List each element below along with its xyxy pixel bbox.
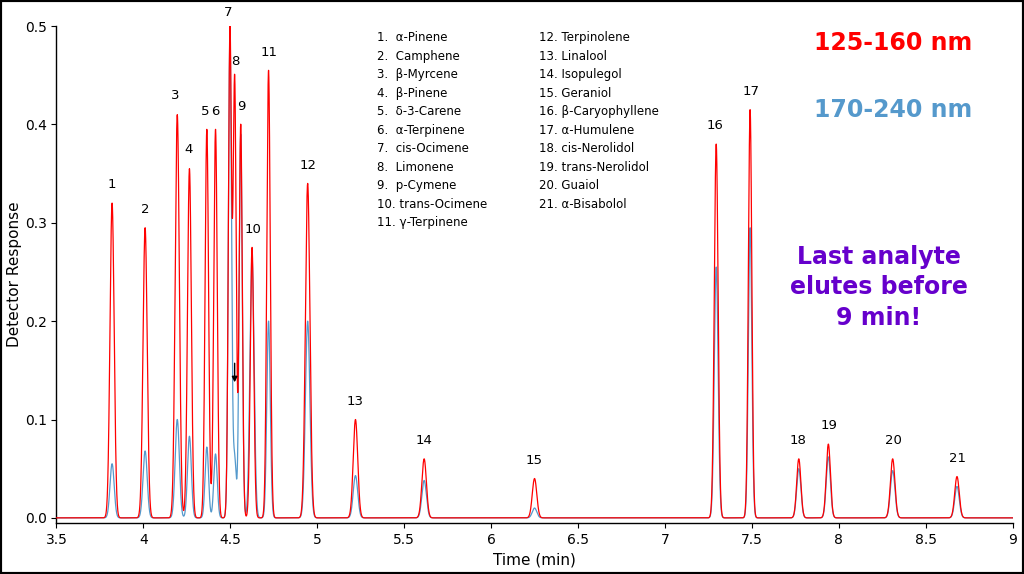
Text: 7: 7 [224, 6, 232, 19]
Text: 6: 6 [211, 104, 220, 118]
Text: 12. Terpinolene
13. Linalool
14. Isopulegol
15. Geraniol
16. β-Caryophyllene
17.: 12. Terpinolene 13. Linalool 14. Isopule… [540, 31, 659, 211]
Text: 18: 18 [790, 434, 807, 447]
Text: 20: 20 [885, 434, 901, 447]
Text: 8: 8 [230, 55, 240, 68]
Text: 19: 19 [820, 419, 838, 432]
Text: 1.  α-Pinene
2.  Camphene
3.  β-Myrcene
4.  β-Pinene
5.  δ-3-Carene
6.  α-Terpin: 1. α-Pinene 2. Camphene 3. β-Myrcene 4. … [377, 31, 487, 229]
Text: 16: 16 [707, 119, 724, 132]
Text: 1: 1 [108, 179, 117, 191]
Text: 21: 21 [949, 452, 966, 465]
Text: 11: 11 [260, 45, 278, 59]
Text: 12: 12 [300, 158, 316, 172]
Text: 13: 13 [347, 395, 364, 408]
Text: 3: 3 [171, 89, 180, 102]
Text: 10: 10 [245, 223, 261, 235]
Y-axis label: Detector Response: Detector Response [7, 201, 22, 347]
Text: 125-160 nm: 125-160 nm [814, 31, 972, 55]
Text: 14: 14 [416, 434, 432, 447]
Text: 17: 17 [742, 85, 759, 98]
Text: 5: 5 [201, 104, 209, 118]
Text: 2: 2 [141, 203, 150, 216]
X-axis label: Time (min): Time (min) [494, 552, 575, 567]
Text: 170-240 nm: 170-240 nm [814, 98, 972, 122]
Text: Last analyte
elutes before
9 min!: Last analyte elutes before 9 min! [790, 245, 968, 330]
Text: 4: 4 [184, 143, 193, 156]
Text: 9: 9 [238, 100, 246, 113]
Text: 15: 15 [526, 453, 543, 467]
